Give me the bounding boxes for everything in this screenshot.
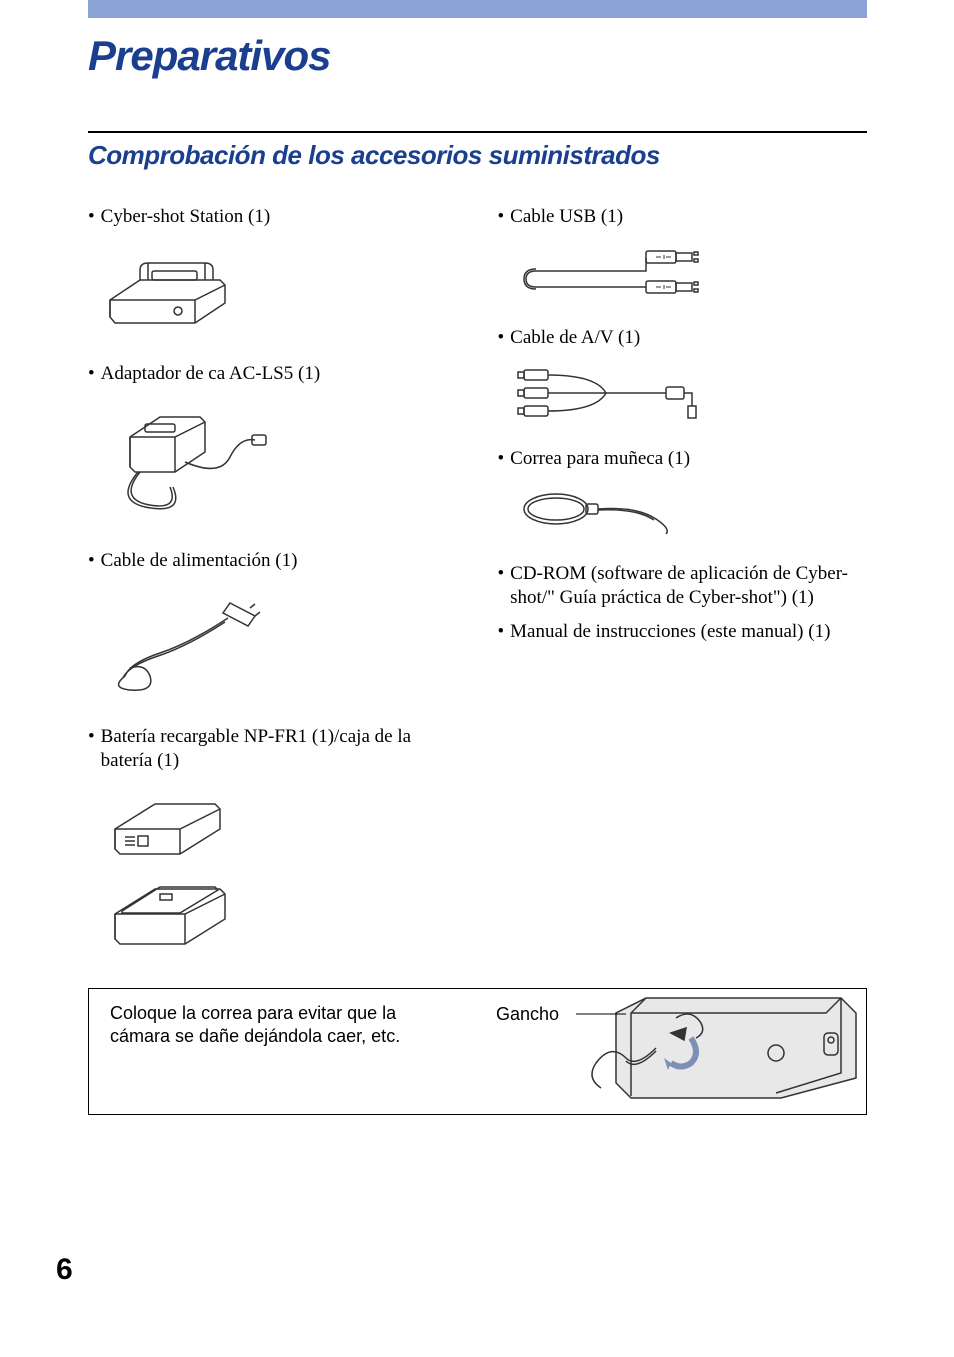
- list-item: • CD-ROM (software de aplicación de Cybe…: [498, 562, 868, 610]
- cybershot-station-illustration: [100, 245, 240, 335]
- list-item: • Correa para muñeca (1): [498, 447, 868, 471]
- item-label: Correa para muñeca (1): [510, 447, 690, 471]
- list-item: • Manual de instrucciones (este manual) …: [498, 620, 868, 644]
- list-item: • Cyber-shot Station (1): [88, 205, 458, 229]
- power-cable-illustration: [100, 588, 280, 698]
- item-label: Batería recargable NP-FR1 (1)/caja de la…: [101, 725, 458, 773]
- camera-hook-illustration: [576, 978, 866, 1108]
- list-item: • Cable de A/V (1): [498, 326, 868, 350]
- bullet-icon: •: [88, 362, 95, 386]
- bullet-icon: •: [498, 326, 505, 350]
- accessories-columns: • Cyber-shot Station (1) • Adaptador de …: [88, 205, 867, 986]
- left-column: • Cyber-shot Station (1) • Adaptador de …: [88, 205, 458, 986]
- ac-adapter-illustration: [100, 402, 270, 522]
- accent-bar: [88, 0, 867, 18]
- chapter-title: Preparativos: [88, 32, 330, 80]
- section-divider: [88, 131, 867, 133]
- bullet-icon: •: [88, 205, 95, 229]
- list-item: • Cable de alimentación (1): [88, 549, 458, 573]
- item-label: Cable USB (1): [510, 205, 623, 229]
- callout-label: Gancho: [496, 1004, 559, 1025]
- callout-text: Coloque la correa para evitar que la cám…: [110, 1002, 430, 1047]
- bullet-icon: •: [498, 562, 505, 610]
- bullet-icon: •: [88, 549, 95, 573]
- list-item: • Adaptador de ca AC-LS5 (1): [88, 362, 458, 386]
- item-label: Adaptador de ca AC-LS5 (1): [101, 362, 321, 386]
- usb-cable-illustration: [516, 243, 716, 303]
- item-label: Cable de A/V (1): [510, 326, 640, 350]
- page-number: 6: [56, 1253, 73, 1287]
- bullet-icon: •: [88, 725, 95, 773]
- item-label: CD-ROM (software de aplicación de Cyber-…: [510, 562, 867, 610]
- bullet-icon: •: [498, 205, 505, 229]
- item-label: Manual de instrucciones (este manual) (1…: [510, 620, 830, 644]
- av-cable-illustration: [516, 364, 716, 424]
- battery-illustration: [100, 789, 240, 959]
- right-column: • Cable USB (1) • Cable de A/V (1): [498, 205, 868, 986]
- bullet-icon: •: [498, 620, 505, 644]
- bullet-icon: •: [498, 447, 505, 471]
- list-item: • Cable USB (1): [498, 205, 868, 229]
- section-title: Comprobación de los accesorios suministr…: [88, 140, 660, 171]
- wrist-strap-illustration: [516, 484, 696, 539]
- list-item: • Batería recargable NP-FR1 (1)/caja de …: [88, 725, 458, 773]
- item-label: Cable de alimentación (1): [101, 549, 298, 573]
- item-label: Cyber-shot Station (1): [101, 205, 271, 229]
